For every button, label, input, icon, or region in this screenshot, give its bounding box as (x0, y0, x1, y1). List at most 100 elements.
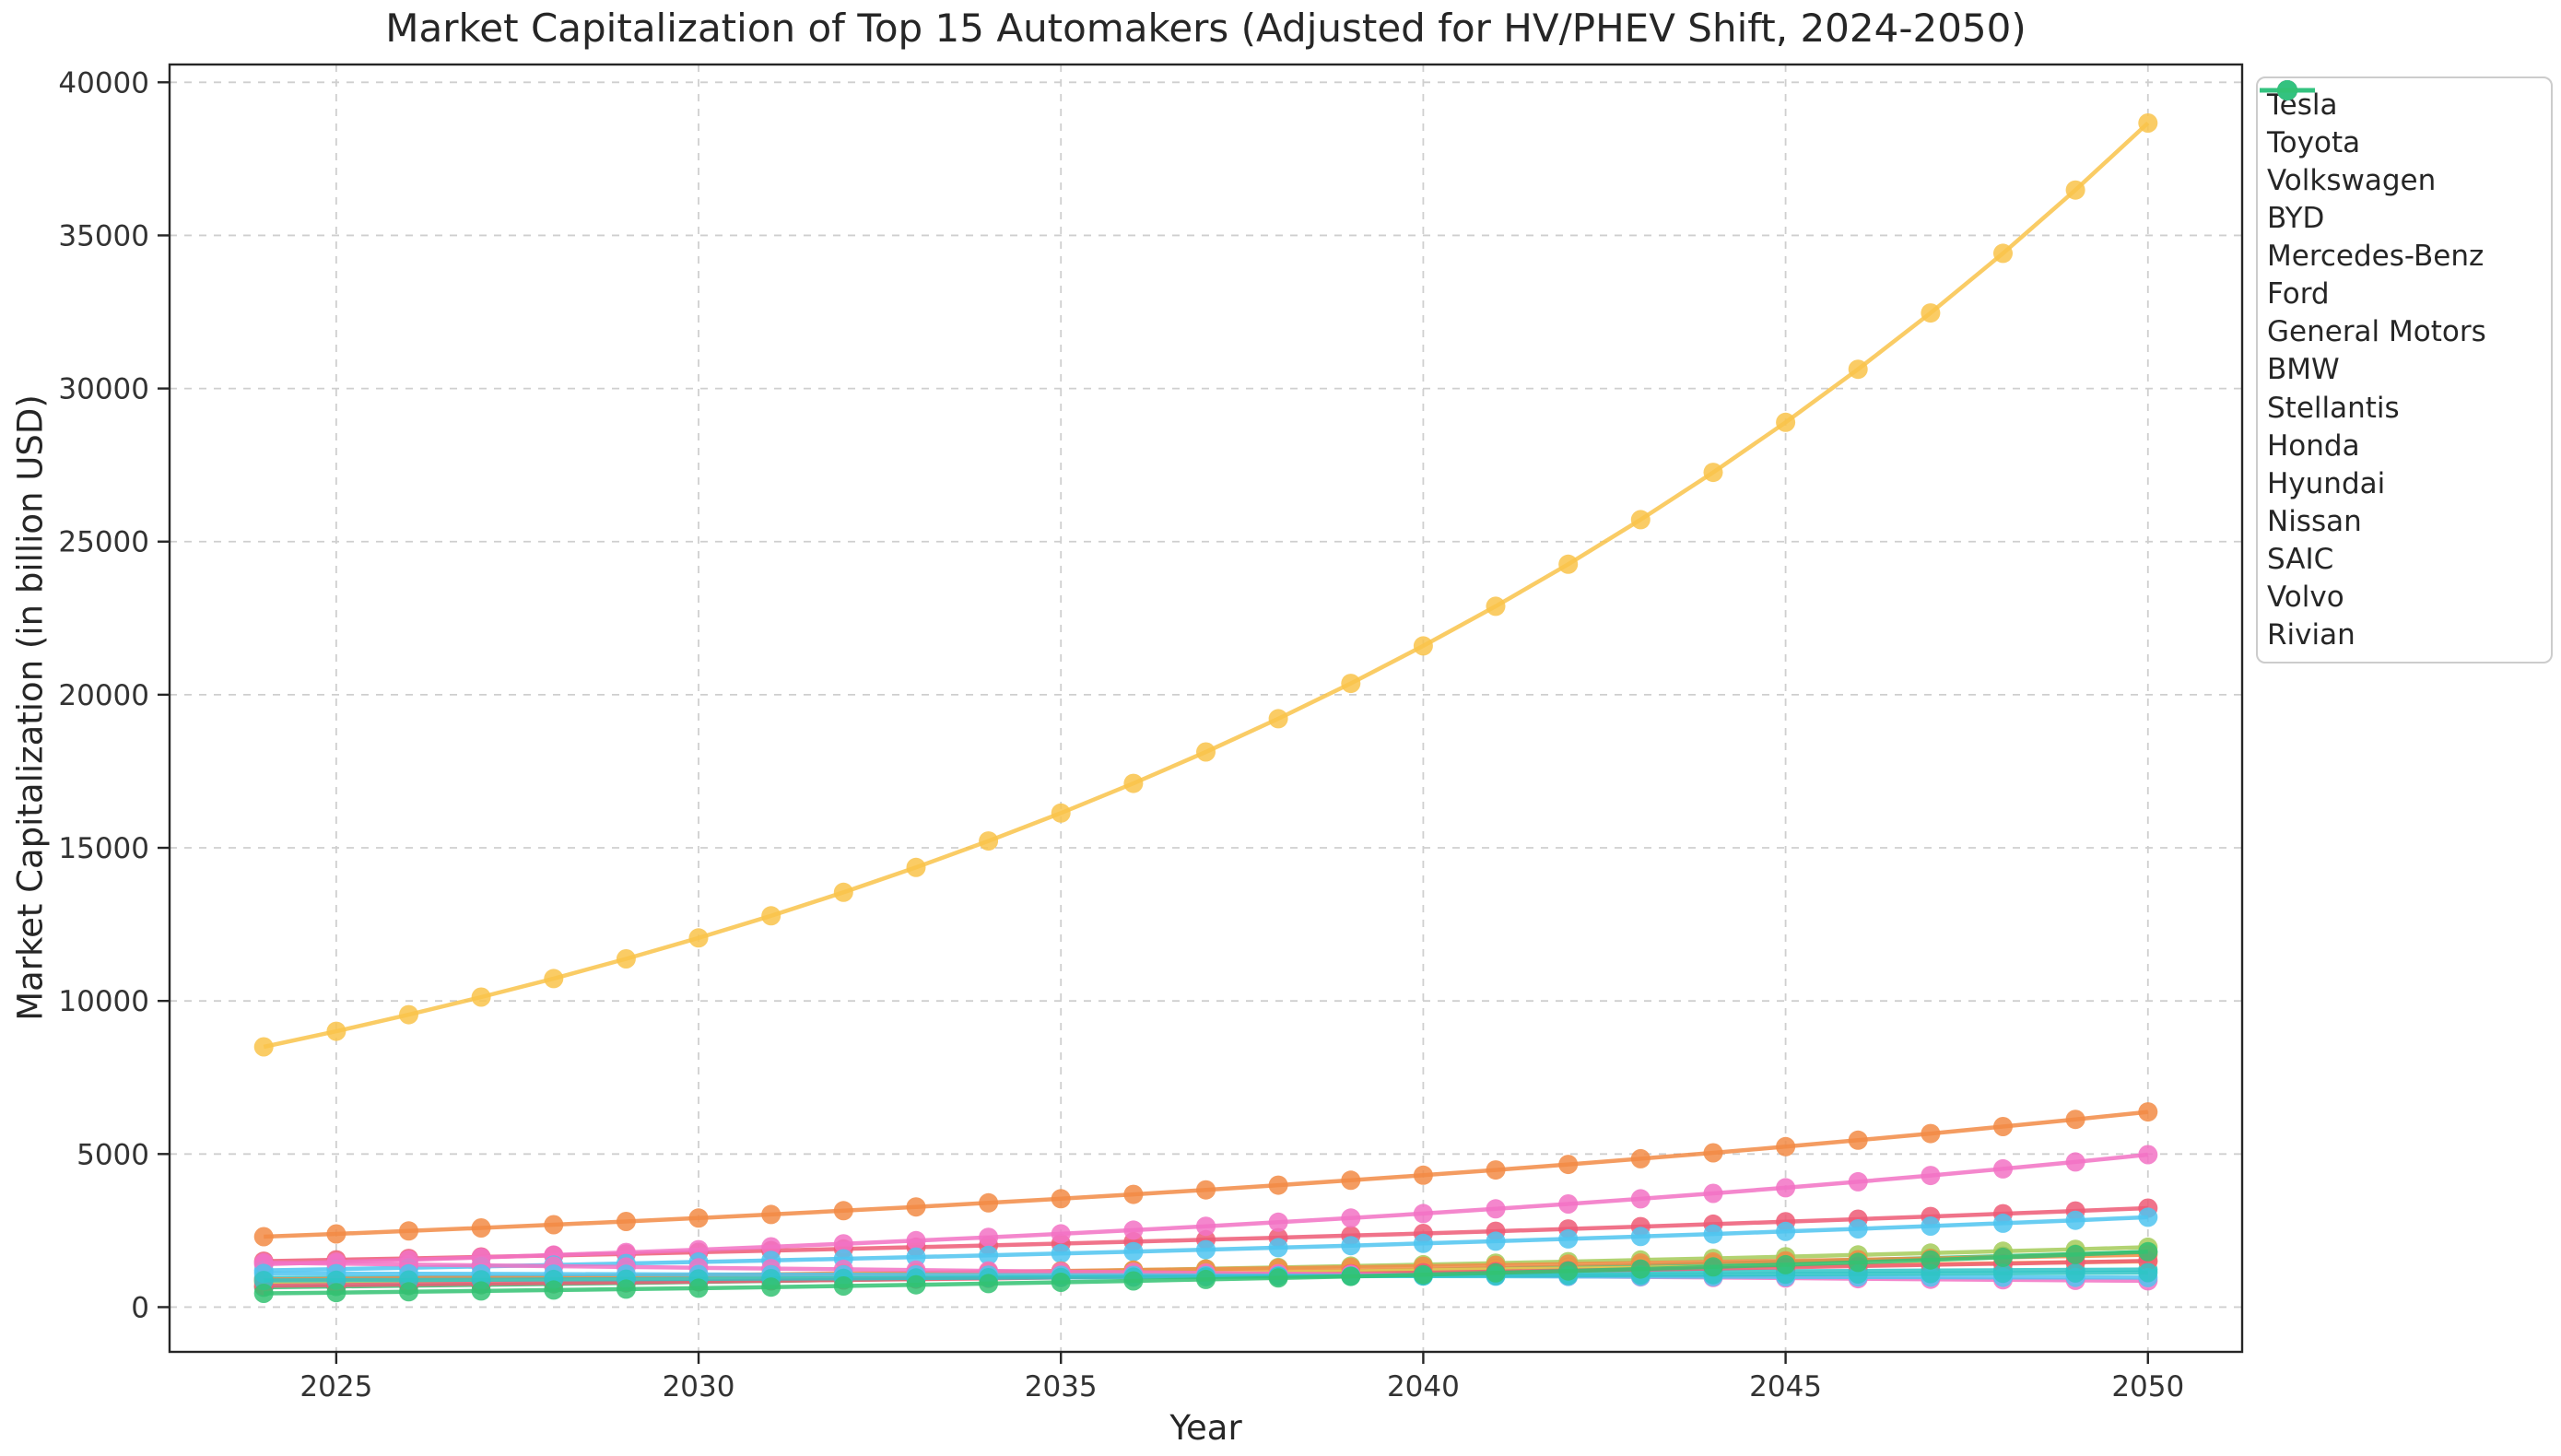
series-marker-mercedes-benz (1993, 1213, 2013, 1233)
series-marker-volvo (1921, 1263, 1941, 1284)
series-marker-byd (1630, 1189, 1651, 1209)
series-marker-toyota (471, 1218, 491, 1238)
legend-item-stellantis: Stellantis (2260, 80, 2542, 427)
series-marker-tesla (906, 857, 926, 877)
legend-item-byd: BYD (2260, 80, 2542, 237)
series-marker-rivian (1413, 1264, 1433, 1285)
series-marker-byd (761, 1237, 781, 1257)
series-marker-rivian (688, 1278, 709, 1298)
series-marker-mercedes-benz (1558, 1228, 1579, 1249)
series-marker-byd (833, 1234, 853, 1254)
y-tick-label: 25000 (58, 526, 149, 559)
series-marker-byd (2138, 1145, 2158, 1165)
series-marker-byd (1776, 1178, 1796, 1198)
series-marker-toyota (979, 1192, 999, 1213)
series-marker-byd (1051, 1224, 1071, 1244)
x-tick-label: 2050 (2111, 1370, 2184, 1403)
series-marker-tesla (1341, 674, 1361, 694)
legend: Tesla Toyota Volkswagen BYD Mercedes-Benz For… (2256, 76, 2553, 663)
series-marker-tesla (399, 1004, 418, 1025)
series-marker-toyota (688, 1208, 709, 1228)
legend-item-ford: Ford (2260, 80, 2542, 312)
series-marker-toyota (1486, 1160, 1506, 1180)
series-marker-mercedes-benz (1848, 1219, 1868, 1239)
legend-item-volvo: Volvo (2260, 80, 2542, 616)
legend-label: Rivian (2267, 618, 2355, 652)
axes-spines (168, 63, 2244, 1354)
series-marker-rivian (1123, 1271, 1144, 1291)
series-marker-mercedes-benz (1630, 1227, 1651, 1247)
series-marker-tesla (833, 882, 853, 902)
series-marker-rivian (1703, 1257, 1723, 1277)
series-marker-byd (1848, 1171, 1868, 1192)
x-axis-label: Year (1169, 1408, 1242, 1448)
series-marker-volvo (2065, 1262, 2085, 1283)
series-marker-toyota (1703, 1143, 1723, 1163)
series-marker-rivian (1630, 1259, 1651, 1279)
series-marker-toyota (833, 1201, 853, 1221)
series-marker-rivian (1051, 1273, 1071, 1292)
legend-label: Honda (2267, 429, 2360, 463)
series-marker-tesla (1921, 303, 1941, 323)
series-marker-rivian (1558, 1261, 1579, 1281)
series-marker-byd (1558, 1194, 1579, 1214)
series-marker-byd (1486, 1199, 1506, 1219)
y-axis-label: Market Capitalization (in billion USD) (10, 394, 51, 1021)
series-marker-toyota (326, 1224, 347, 1244)
series-marker-rivian (544, 1280, 564, 1300)
series-marker-tesla (1993, 243, 2013, 264)
legend-item-general-motors: General Motors (2260, 80, 2542, 350)
series-marker-toyota (1051, 1189, 1071, 1209)
series-marker-tesla (761, 906, 781, 926)
x-tick-label: 2040 (1387, 1370, 1460, 1403)
series-marker-byd (1123, 1220, 1144, 1240)
legend-item-rivian: Rivian (2260, 80, 2542, 653)
series-marker-toyota (1413, 1165, 1433, 1185)
series-marker-tesla (1123, 773, 1144, 793)
series-marker-mercedes-benz (1703, 1224, 1723, 1244)
legend-label: Volkswagen (2267, 163, 2437, 197)
series-marker-mercedes-benz (1413, 1233, 1433, 1253)
legend-label: SAIC (2267, 543, 2334, 577)
series-marker-byd (1341, 1208, 1361, 1228)
series-marker-toyota (544, 1215, 564, 1235)
legend-label: Toyota (2267, 125, 2361, 159)
series-marker-rivian (1196, 1269, 1216, 1289)
series-marker-toyota (1123, 1184, 1144, 1204)
series-marker-toyota (906, 1197, 926, 1217)
series-marker-rivian (1848, 1252, 1868, 1273)
y-tick-label: 30000 (58, 373, 149, 406)
x-tick-label: 2045 (1749, 1370, 1822, 1403)
series-marker-rivian (1921, 1250, 1941, 1270)
series-marker-toyota (1196, 1180, 1216, 1200)
series-marker-rivian (1341, 1266, 1361, 1286)
y-tick-label: 10000 (58, 985, 149, 1018)
y-tick-label: 0 (131, 1291, 149, 1324)
series-marker-mercedes-benz (1268, 1238, 1288, 1258)
series-marker-tesla (1196, 742, 1216, 762)
x-tick-label: 2030 (663, 1370, 735, 1403)
series-marker-byd (1703, 1183, 1723, 1204)
series-marker-byd (1196, 1216, 1216, 1237)
series-marker-tesla (1486, 596, 1506, 616)
series-marker-tesla (1268, 709, 1288, 729)
series-marker-rivian (471, 1281, 491, 1301)
series-marker-toyota (1776, 1136, 1796, 1157)
y-tick-label: 40000 (58, 66, 149, 100)
series-marker-toyota (2138, 1102, 2158, 1122)
series-marker-byd (2065, 1152, 2085, 1172)
legend-label: Mercedes-Benz (2267, 240, 2485, 274)
series-marker-mercedes-benz (1776, 1221, 1796, 1241)
x-tick-label: 2035 (1025, 1370, 1098, 1403)
series-marker-volvo (1993, 1263, 2013, 1284)
y-tick-label: 35000 (58, 219, 149, 252)
legend-label: BMW (2267, 353, 2340, 387)
legend-item-mercedes-benz: Mercedes-Benz (2260, 80, 2542, 275)
series-marker-toyota (1341, 1170, 1361, 1191)
series-marker-rivian (1486, 1262, 1506, 1283)
series-marker-rivian (616, 1279, 636, 1299)
series-marker-rivian (1268, 1268, 1288, 1288)
y-tick-label: 20000 (58, 679, 149, 712)
series-marker-tesla (1630, 510, 1651, 530)
